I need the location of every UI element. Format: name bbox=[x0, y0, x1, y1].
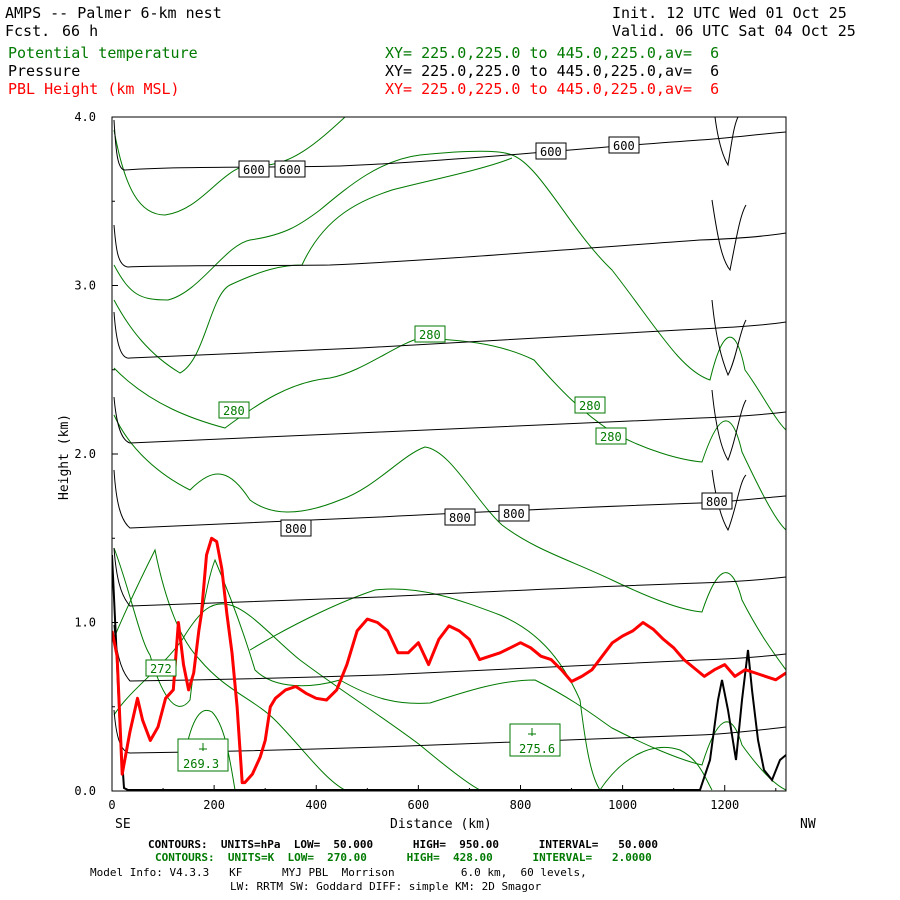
x-axis: 0 200 400 600 800 1000 1200 bbox=[108, 785, 777, 812]
theta-contour bbox=[113, 157, 513, 374]
pressure-label: 600 bbox=[613, 139, 635, 153]
forecast-hours: 66 h bbox=[62, 22, 99, 40]
x-tick-label: 1200 bbox=[710, 798, 739, 812]
valid-time: Valid. 06 UTC Sat 04 Oct 25 bbox=[612, 22, 856, 40]
pressure-contour bbox=[113, 119, 786, 171]
field-xsec-pbl: XY= 225.0,225.0 to 445.0,225.0,av= 6 bbox=[385, 80, 720, 98]
theta-contour bbox=[599, 746, 713, 791]
terrain-contour bbox=[112, 554, 786, 791]
field-name-pbl: PBL Height (km MSL) bbox=[8, 80, 180, 98]
pressure-label: 600 bbox=[243, 163, 265, 177]
pressure-label: 800 bbox=[285, 522, 307, 536]
theta-contour bbox=[113, 414, 786, 671]
theta-contour bbox=[113, 117, 346, 216]
se-label: SE bbox=[115, 817, 131, 832]
field-xsec-theta: XY= 225.0,225.0 to 445.0,225.0,av= 6 bbox=[385, 44, 720, 62]
pressure-contour bbox=[113, 547, 786, 607]
theta-contour bbox=[113, 150, 786, 431]
theta-contour bbox=[249, 588, 601, 791]
model-info: Model Info: V4.3.3 KF MYJ PBL Morrison 6… bbox=[90, 866, 587, 879]
y-axis-label: Height (km) bbox=[57, 414, 72, 500]
x-tick-label: 200 bbox=[203, 798, 225, 812]
field-xsec-pressure: XY= 225.0,225.0 to 445.0,225.0,av= 6 bbox=[385, 62, 720, 80]
pressure-contour bbox=[113, 709, 786, 754]
terrain-wiggle bbox=[711, 299, 747, 377]
theta-label: 280 bbox=[600, 430, 622, 444]
y-tick-label: 1.0 bbox=[74, 616, 96, 630]
x-tick-label: 400 bbox=[305, 798, 327, 812]
pressure-label: 600 bbox=[279, 163, 301, 177]
y-axis: 0.0 1.0 2.0 3.0 4.0 bbox=[74, 110, 118, 798]
x-axis-label: Distance (km) bbox=[390, 817, 492, 832]
y-tick-label: 0.0 bbox=[74, 784, 96, 798]
x-tick-label: 800 bbox=[510, 798, 532, 812]
pressure-label: 600 bbox=[540, 145, 562, 159]
terrain-wiggle bbox=[714, 117, 739, 167]
pressure-label: 800 bbox=[706, 495, 728, 509]
theta-contour bbox=[181, 710, 236, 791]
plot-frame bbox=[111, 116, 787, 792]
pressure-label: 800 bbox=[449, 511, 471, 525]
field-name-theta: Potential temperature bbox=[8, 44, 198, 62]
y-tick-label: 2.0 bbox=[74, 447, 96, 461]
forecast-label: Fcst. bbox=[5, 22, 51, 40]
x-tick-label: 0 bbox=[108, 798, 115, 812]
theta-contour-info: CONTOURS: UNITS=K LOW= 270.00 HIGH= 428.… bbox=[155, 851, 652, 864]
field-name-pressure: Pressure bbox=[8, 62, 81, 80]
model-title: AMPS -- Palmer 6-km nest bbox=[5, 4, 222, 22]
theta-label: 272 bbox=[150, 662, 172, 676]
theta-maximum-label: 275.6 bbox=[519, 742, 555, 756]
pressure-contour bbox=[113, 396, 786, 444]
x-tick-label: 600 bbox=[408, 798, 430, 812]
pressure-contour bbox=[113, 624, 786, 682]
theta-label: 280 bbox=[223, 404, 245, 418]
pressure-contour bbox=[113, 224, 786, 268]
pressure-contour-info: CONTOURS: UNITS=hPa LOW= 50.000 HIGH= 95… bbox=[148, 838, 658, 851]
pressure-contour bbox=[113, 311, 786, 359]
pbl-height-line bbox=[112, 536, 786, 785]
y-tick-label: 4.0 bbox=[74, 110, 96, 124]
y-tick-label: 3.0 bbox=[74, 279, 96, 293]
theta-label: 280 bbox=[579, 399, 601, 413]
terrain-wiggle bbox=[711, 199, 747, 272]
nw-label: NW bbox=[800, 817, 816, 832]
theta-contour bbox=[113, 337, 786, 531]
theta-contour bbox=[113, 547, 786, 791]
terrain-wiggle bbox=[711, 389, 747, 462]
theta-minimum-label: 269.3 bbox=[183, 757, 219, 771]
theta-contour bbox=[113, 548, 346, 791]
init-time: Init. 12 UTC Wed 01 Oct 25 bbox=[612, 4, 847, 22]
x-tick-label: 1000 bbox=[608, 798, 637, 812]
physics-info: LW: RRTM SW: Goddard DIFF: simple KM: 2D… bbox=[230, 880, 542, 893]
theta-label: 280 bbox=[419, 328, 441, 342]
pressure-label: 800 bbox=[503, 507, 525, 521]
